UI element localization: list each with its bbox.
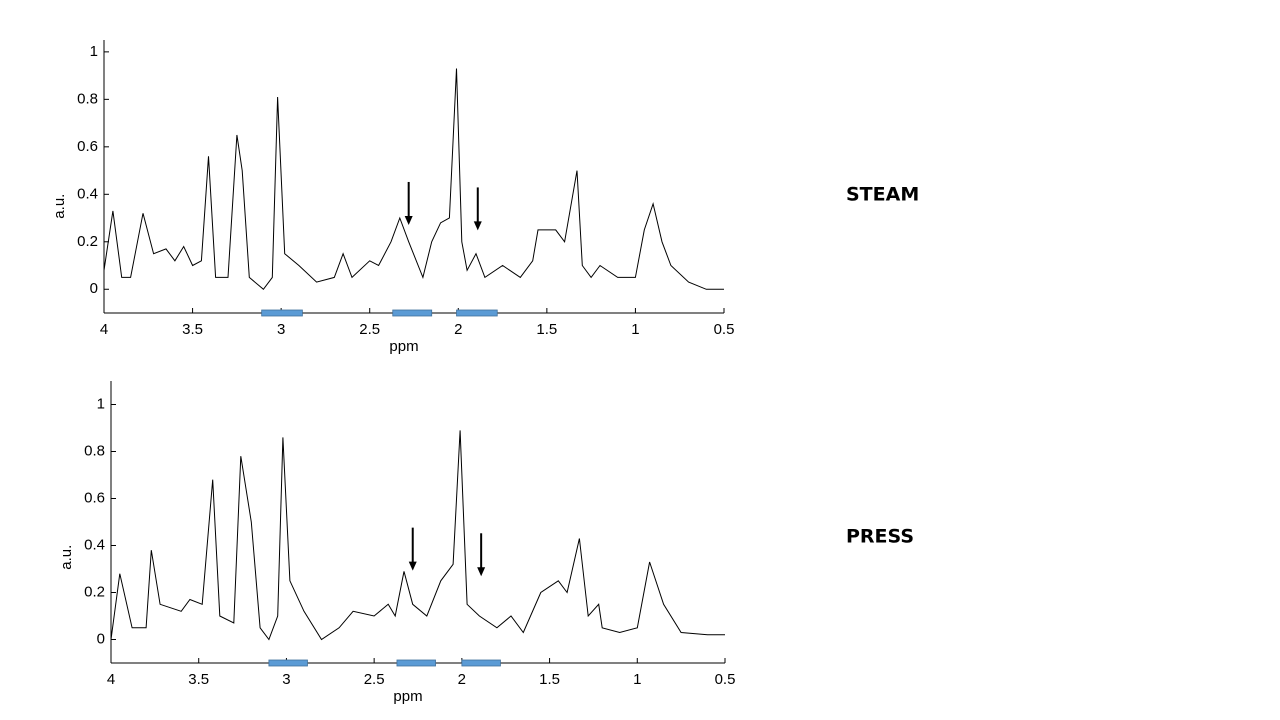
x-tick-label: 1.5: [536, 321, 557, 338]
y-tick-label: 0: [97, 630, 105, 647]
x-tick-label: 1.5: [539, 671, 560, 688]
y-tick-label: 0.6: [77, 138, 98, 155]
arrow-head: [473, 221, 482, 231]
arrow-head: [404, 215, 413, 225]
x-tick-label: 0.5: [714, 321, 735, 338]
x-tick-label: 3.5: [182, 321, 203, 338]
x-tick-label: 1: [633, 671, 641, 688]
region: [456, 309, 498, 317]
x-tick-label: 1: [631, 321, 639, 338]
y-tick-label: 1: [90, 43, 98, 60]
region: [396, 659, 436, 667]
x-tick-label: 2.5: [359, 321, 380, 338]
y-tick-label: 0: [90, 280, 98, 297]
y-axis-label: a.u.: [51, 194, 68, 219]
x-tick-label: 3.5: [188, 671, 209, 688]
chart-title: PRESS: [846, 526, 914, 548]
region: [392, 309, 433, 317]
y-tick-label: 0.2: [84, 583, 105, 600]
x-tick-label: 4: [100, 321, 108, 338]
x-tick-label: 2.5: [364, 671, 385, 688]
region: [261, 309, 303, 317]
x-tick-label: 4: [107, 671, 115, 688]
x-axis-label: ppm: [393, 688, 422, 705]
spectrum-line: [103, 68, 724, 291]
chart-title: STEAM: [846, 184, 919, 206]
y-tick-label: 1: [97, 395, 105, 412]
y-tick-label: 0.4: [77, 185, 98, 202]
x-tick-label: 0.5: [715, 671, 736, 688]
x-axis-label: ppm: [389, 338, 418, 355]
x-tick-label: 3: [277, 321, 285, 338]
arrow-head: [477, 567, 486, 577]
region: [268, 659, 308, 667]
x-tick-label: 3: [282, 671, 290, 688]
spectrum-line: [110, 430, 725, 641]
y-tick-label: 0.8: [84, 442, 105, 459]
region: [461, 659, 501, 667]
y-tick-label: 0.6: [84, 489, 105, 506]
arrow-head: [408, 561, 417, 571]
x-tick-label: 2: [454, 321, 462, 338]
y-axis-label: a.u.: [58, 545, 75, 570]
y-tick-label: 0.2: [77, 233, 98, 250]
x-tick-label: 2: [458, 671, 466, 688]
y-tick-label: 0.4: [84, 536, 105, 553]
y-tick-label: 0.8: [77, 90, 98, 107]
